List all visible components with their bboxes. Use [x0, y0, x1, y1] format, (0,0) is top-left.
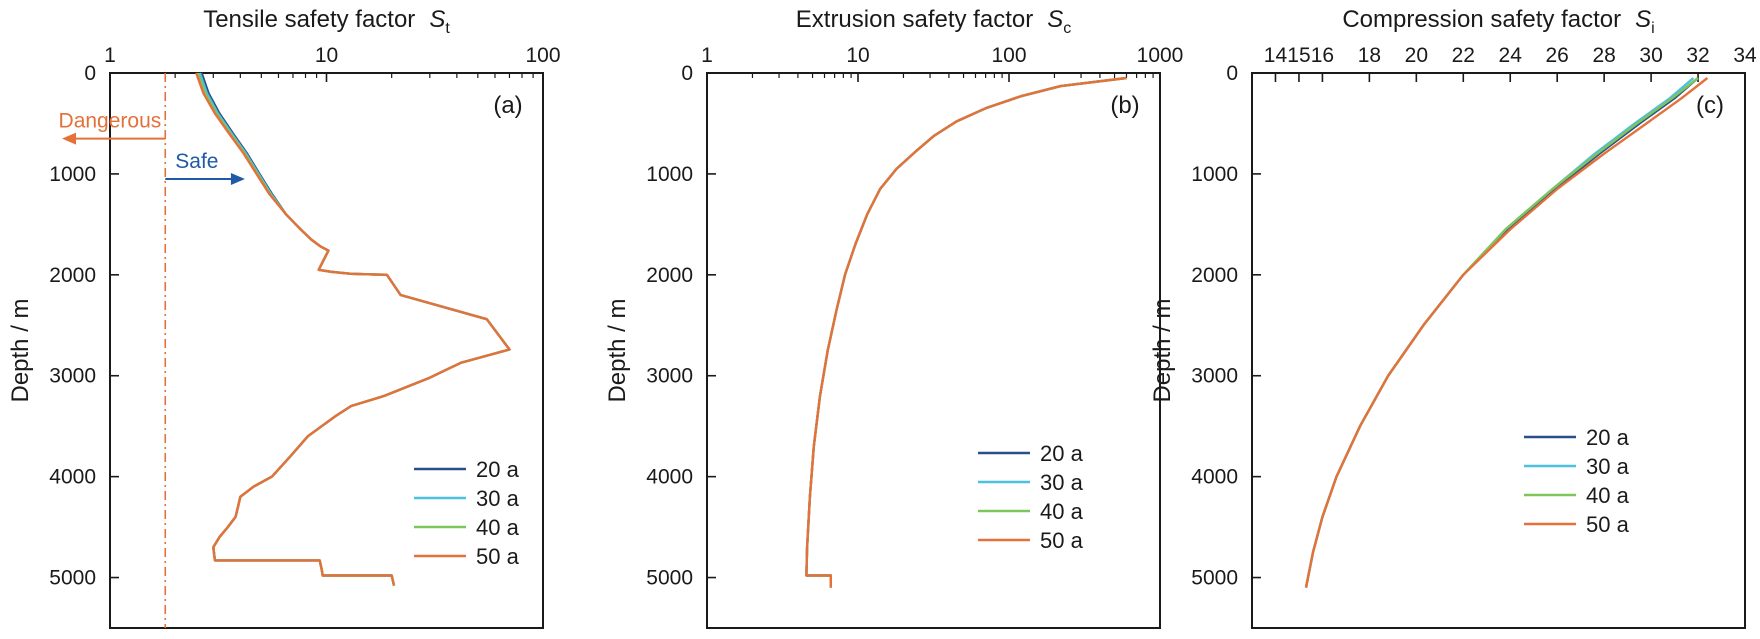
y-tick-label: 2000: [1191, 264, 1238, 287]
x-tick-label: 24: [1499, 44, 1523, 67]
y-tick-label: 5000: [646, 567, 693, 590]
legend-label: 30 a: [1040, 470, 1084, 495]
panel-label: (a): [493, 92, 522, 119]
legend-label: 40 a: [1040, 499, 1084, 524]
legend-label: 40 a: [476, 515, 520, 540]
y-axis-title: Depth / m: [7, 298, 34, 402]
y-tick-label: 2000: [646, 264, 693, 287]
x-tick-label: 100: [991, 44, 1026, 67]
plot-frame: [1251, 72, 1746, 629]
legend-label: 40 a: [1586, 483, 1630, 508]
x-tick-label: 18: [1358, 44, 1381, 67]
x-tick-label: 22: [1452, 44, 1475, 67]
y-tick-label: 2000: [49, 264, 96, 287]
series-line-30a: [198, 72, 511, 586]
legend-label: 30 a: [1586, 454, 1630, 479]
legend-label: 20 a: [1040, 441, 1084, 466]
legend-label: 20 a: [476, 457, 520, 482]
y-tick-label: 5000: [1191, 567, 1238, 590]
series-line-20a: [1304, 77, 1699, 588]
legend-label: 20 a: [1586, 425, 1630, 450]
x-tick-label: 15: [1287, 44, 1310, 67]
x-axis-title-text: Tensile safety factor: [203, 6, 415, 33]
x-tick-label: 28: [1592, 44, 1615, 67]
x-tick-label: 1: [701, 44, 713, 67]
x-axis-title: Compression safety factor Si: [1342, 6, 1654, 37]
x-tick-label: 20: [1405, 44, 1428, 67]
y-axis-title: Depth / m: [1149, 298, 1176, 402]
y-tick-label: 0: [681, 62, 693, 85]
x-axis-title-symbol: S: [429, 6, 445, 33]
x-tick-label: 100: [525, 44, 560, 67]
plot-frame: [706, 72, 1161, 629]
x-tick-label: 10: [846, 44, 869, 67]
x-axis-title-subscript: i: [1651, 20, 1655, 37]
y-tick-label: 1000: [1191, 163, 1238, 186]
x-axis-title-text: Extrusion safety factor: [796, 6, 1033, 33]
chart-panel-2: 1 10 100 1000 0 1000 2000 3000 4000 5000 Extrusion…: [604, 6, 1184, 629]
x-tick-label: 32: [1686, 44, 1709, 67]
y-tick-label: 3000: [49, 365, 96, 388]
series-line-50a: [195, 72, 511, 586]
series-line-50a: [805, 76, 1127, 588]
y-tick-label: 4000: [646, 466, 693, 489]
legend-label: 50 a: [1040, 528, 1084, 553]
y-tick-label: 0: [1226, 62, 1238, 85]
annotation-label-dangerous: Dangerous: [59, 110, 162, 133]
x-tick-label: 1000: [1137, 44, 1184, 67]
x-tick-label: 30: [1639, 44, 1662, 67]
annotation-label-safe: Safe: [175, 150, 218, 173]
y-tick-label: 1000: [646, 163, 693, 186]
legend-label: 30 a: [476, 486, 520, 511]
x-axis-title-text: Compression safety factor: [1342, 6, 1621, 33]
panel-label: (b): [1110, 92, 1139, 119]
series-line-40a: [1304, 77, 1699, 588]
x-axis-title-subscript: c: [1063, 20, 1071, 37]
x-tick-label: 1: [104, 44, 116, 67]
panel-label: (c): [1696, 92, 1724, 119]
x-axis-title-symbol: S: [1635, 6, 1651, 33]
y-tick-label: 5000: [49, 567, 96, 590]
annotation-arrow-head: [62, 132, 76, 145]
x-tick-label: 10: [315, 44, 338, 67]
chart-panel-3: 14 15 16 18 20 22 24 26 28 30 32 34 0 1000 2000 3000 400…: [1149, 6, 1757, 629]
series-line-20a: [200, 72, 511, 586]
x-axis-title-symbol: S: [1047, 6, 1063, 33]
x-axis-title-subscript: t: [445, 20, 450, 37]
y-tick-label: 1000: [49, 163, 96, 186]
y-tick-label: 0: [84, 62, 96, 85]
legend-label: 50 a: [1586, 512, 1630, 537]
x-tick-label: 16: [1311, 44, 1334, 67]
legend-label: 50 a: [476, 544, 520, 569]
y-tick-label: 4000: [1191, 466, 1238, 489]
x-tick-label: 14: [1264, 44, 1288, 67]
series-line-30a: [1304, 77, 1695, 588]
x-tick-label: 26: [1546, 44, 1569, 67]
y-tick-label: 4000: [49, 466, 96, 489]
x-axis-title: Tensile safety factor St: [203, 6, 450, 37]
series-line-50a: [1304, 77, 1709, 588]
x-axis-title: Extrusion safety factor Sc: [796, 6, 1071, 37]
x-tick-label: 34: [1733, 44, 1757, 67]
y-tick-label: 3000: [1191, 365, 1238, 388]
y-tick-label: 3000: [646, 365, 693, 388]
annotation-arrow-head: [230, 172, 245, 185]
y-axis-title: Depth / m: [604, 298, 631, 402]
